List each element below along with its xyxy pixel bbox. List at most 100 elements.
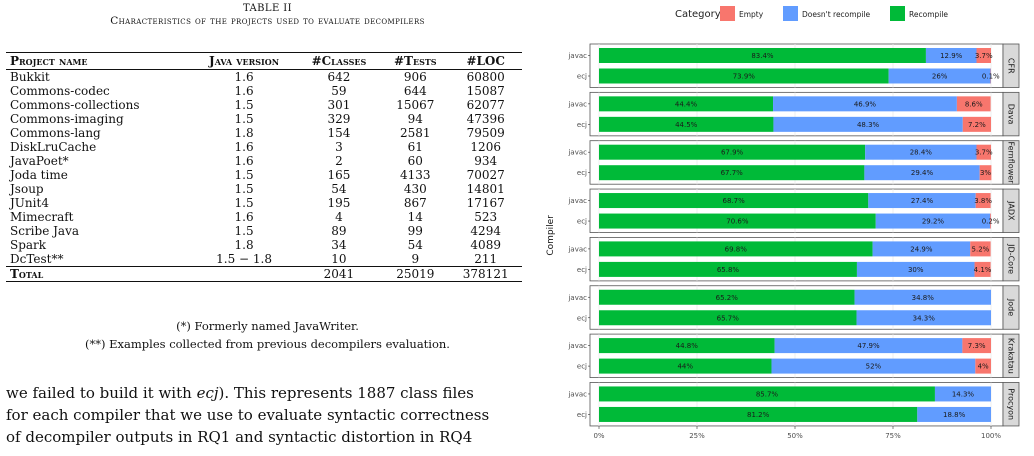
body-text-line: for each compiler that we use to evaluat… bbox=[6, 404, 531, 426]
cell-java-version: 1.5 bbox=[191, 98, 296, 112]
cell-project-name: Mimecraft bbox=[6, 210, 191, 224]
data-label: 47.9% bbox=[857, 342, 880, 350]
compiler-label-ecj: ecj bbox=[577, 121, 587, 129]
legend-label: Empty bbox=[739, 10, 764, 19]
header-tests: #Tests bbox=[381, 53, 449, 70]
cell-classes: 59 bbox=[297, 84, 382, 98]
compiler-label-ecj: ecj bbox=[577, 266, 587, 274]
facet-label-jadx: JADX bbox=[1007, 200, 1016, 221]
data-label: 3.8% bbox=[974, 197, 992, 205]
x-tick-label: 50% bbox=[787, 432, 803, 440]
data-label: 5.2% bbox=[972, 245, 990, 253]
data-label: 4% bbox=[978, 363, 989, 371]
compiler-label-ecj: ecj bbox=[577, 411, 587, 419]
data-label: 73.9% bbox=[733, 73, 756, 81]
total-label: Total bbox=[6, 267, 191, 282]
cell-loc: 4089 bbox=[449, 238, 522, 252]
cell-project-name: DiskLruCache bbox=[6, 140, 191, 154]
header-project-name: Project name bbox=[6, 53, 191, 70]
data-label: 34.8% bbox=[912, 294, 935, 302]
cell-loc: 523 bbox=[449, 210, 522, 224]
cell-project-name: JUnit4 bbox=[6, 196, 191, 210]
total-tests: 25019 bbox=[381, 267, 449, 282]
data-label: 29.4% bbox=[911, 169, 934, 177]
cell-java-version: 1.5 bbox=[191, 224, 296, 238]
body-text: we failed to build it with ecj). This re… bbox=[6, 382, 531, 448]
data-label: 0.1% bbox=[982, 73, 1000, 81]
facet-label-cfr: CFR bbox=[1007, 58, 1016, 74]
data-label: 44.5% bbox=[675, 121, 698, 129]
cell-loc: 15087 bbox=[449, 84, 522, 98]
data-label: 14.3% bbox=[952, 390, 975, 398]
cell-loc: 60800 bbox=[449, 70, 522, 85]
data-label: 68.7% bbox=[723, 197, 746, 205]
cell-classes: 329 bbox=[297, 112, 382, 126]
data-label: 3.7% bbox=[975, 149, 993, 157]
cell-loc: 14801 bbox=[449, 182, 522, 196]
data-label: 0.2% bbox=[982, 218, 1000, 226]
cell-java-version: 1.5 − 1.8 bbox=[191, 252, 296, 267]
cell-classes: 54 bbox=[297, 182, 382, 196]
data-label: 69.8% bbox=[725, 245, 748, 253]
cell-project-name: Bukkit bbox=[6, 70, 191, 85]
data-label: 85.7% bbox=[756, 390, 779, 398]
cell-project-name: Commons-codec bbox=[6, 84, 191, 98]
cell-java-version: 1.8 bbox=[191, 126, 296, 140]
data-label: 28.4% bbox=[910, 149, 933, 157]
cell-project-name: Commons-collections bbox=[6, 98, 191, 112]
total-classes: 2041 bbox=[297, 267, 382, 282]
table-description: Characteristics of the projects used to … bbox=[0, 15, 535, 28]
compiler-label-javac: javac bbox=[567, 245, 587, 253]
data-label: 3% bbox=[980, 169, 991, 177]
data-label: 81.2% bbox=[747, 411, 770, 419]
data-label: 65.2% bbox=[716, 294, 739, 302]
cell-java-version: 1.6 bbox=[191, 140, 296, 154]
cell-classes: 154 bbox=[297, 126, 382, 140]
cell-tests: 4133 bbox=[381, 168, 449, 182]
cell-java-version: 1.6 bbox=[191, 154, 296, 168]
compiler-label-ecj: ecj bbox=[577, 363, 587, 371]
cell-java-version: 1.5 bbox=[191, 168, 296, 182]
cell-tests: 2581 bbox=[381, 126, 449, 140]
cell-tests: 644 bbox=[381, 84, 449, 98]
cell-classes: 2 bbox=[297, 154, 382, 168]
legend-swatch-empty bbox=[720, 6, 735, 21]
compiler-label-javac: javac bbox=[567, 390, 587, 398]
compiler-label-javac: javac bbox=[567, 149, 587, 157]
cell-classes: 10 bbox=[297, 252, 382, 267]
x-tick-label: 25% bbox=[689, 432, 705, 440]
projects-table: Project name Java version #Classes #Test… bbox=[6, 52, 522, 282]
compiler-label-javac: javac bbox=[567, 197, 587, 205]
data-label: 67.7% bbox=[721, 169, 744, 177]
data-label: 48.3% bbox=[857, 121, 880, 129]
legend-label: Recompile bbox=[909, 10, 948, 19]
table-title: TABLE II bbox=[0, 2, 535, 15]
data-label: 44.4% bbox=[675, 100, 698, 108]
cell-tests: 867 bbox=[381, 196, 449, 210]
body-text-line: of decompiler outputs in RQ1 and syntact… bbox=[6, 426, 531, 448]
data-label: 46.9% bbox=[854, 100, 877, 108]
legend-swatch-doesn-t-recompile bbox=[783, 6, 798, 21]
data-label: 12.9% bbox=[940, 52, 963, 60]
data-label: 7.3% bbox=[968, 342, 986, 350]
data-label: 7.2% bbox=[968, 121, 986, 129]
data-label: 18.8% bbox=[943, 411, 966, 419]
legend-swatch-recompile bbox=[890, 6, 905, 21]
data-label: 44.8% bbox=[676, 342, 699, 350]
data-label: 27.4% bbox=[911, 197, 934, 205]
data-label: 34.3% bbox=[913, 314, 936, 322]
data-label: 24.9% bbox=[910, 245, 933, 253]
data-label: 3.7% bbox=[975, 52, 993, 60]
cell-classes: 301 bbox=[297, 98, 382, 112]
cell-loc: 4294 bbox=[449, 224, 522, 238]
